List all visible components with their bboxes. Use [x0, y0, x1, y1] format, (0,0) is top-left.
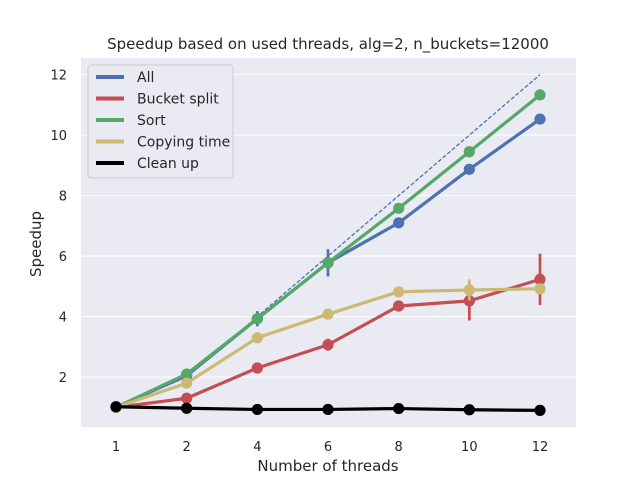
series-clean-up: [110, 401, 546, 416]
y-tick-label-6: 6: [59, 250, 67, 265]
data-point-all-10: [463, 163, 475, 175]
legend-label-bucket-split: Bucket split: [137, 92, 219, 108]
data-point-all-8: [393, 217, 405, 229]
data-point-bucket-split-8: [393, 300, 405, 312]
x-tick-label-12: 12: [532, 440, 549, 455]
x-tick-label-8: 8: [395, 440, 403, 455]
x-tick-labels: 1 2 4 6 8 10 12: [112, 440, 548, 455]
legend-label-copying-time: Copying time: [137, 135, 230, 151]
legend-label-clean-up: Clean up: [137, 156, 199, 172]
data-point-bucket-split-12: [534, 273, 546, 285]
data-point-clean-up-2: [181, 402, 193, 414]
y-tick-label-8: 8: [59, 190, 67, 205]
data-point-bucket-split-10: [463, 295, 475, 307]
y-axis-label: Speedup: [27, 211, 45, 277]
x-tick-label-2: 2: [183, 440, 191, 455]
y-tick-label-2: 2: [59, 371, 67, 386]
data-point-bucket-split-2: [181, 392, 193, 404]
data-point-copying-time-12: [534, 283, 546, 295]
x-tick-label-4: 4: [253, 440, 261, 455]
series-group: [110, 89, 546, 416]
y-tick-label-12: 12: [50, 69, 67, 84]
data-point-sort-12: [534, 89, 546, 101]
legend-label-sort: Sort: [137, 113, 166, 129]
x-tick-label-10: 10: [461, 440, 478, 455]
data-point-sort-8: [393, 202, 405, 214]
legend-label-all: All: [137, 70, 154, 86]
data-point-copying-time-4: [251, 332, 263, 344]
data-point-bucket-split-4: [251, 362, 263, 374]
x-axis-label: Number of threads: [257, 457, 398, 475]
data-point-clean-up-10: [463, 404, 475, 416]
data-point-copying-time-10: [463, 284, 475, 296]
x-tick-label-1: 1: [112, 440, 120, 455]
chart-title: Speedup based on used threads, alg=2, n_…: [107, 35, 549, 54]
y-tick-label-10: 10: [50, 129, 67, 144]
data-point-clean-up-6: [322, 403, 334, 416]
data-point-copying-time-6: [322, 308, 334, 320]
data-point-bucket-split-6: [322, 339, 334, 351]
y-tick-label-4: 4: [59, 311, 67, 326]
data-point-sort-6: [322, 257, 334, 269]
y-tick-labels: 2 4 6 8 10 12: [50, 69, 67, 386]
data-point-sort-2: [181, 368, 193, 380]
legend: All Bucket split Sort Copying time Clean up: [87, 64, 234, 179]
data-point-copying-time-8: [393, 286, 405, 298]
legend-box: [87, 64, 234, 179]
data-point-copying-time-2: [181, 377, 193, 389]
data-point-sort-4: [251, 313, 263, 325]
data-point-sort-10: [463, 146, 475, 158]
x-tick-label-6: 6: [324, 440, 332, 455]
data-point-clean-up-1: [110, 401, 122, 413]
data-point-clean-up-4: [251, 403, 263, 416]
data-point-clean-up-12: [534, 404, 546, 416]
data-point-all-12: [534, 113, 546, 125]
data-point-clean-up-8: [393, 402, 405, 415]
